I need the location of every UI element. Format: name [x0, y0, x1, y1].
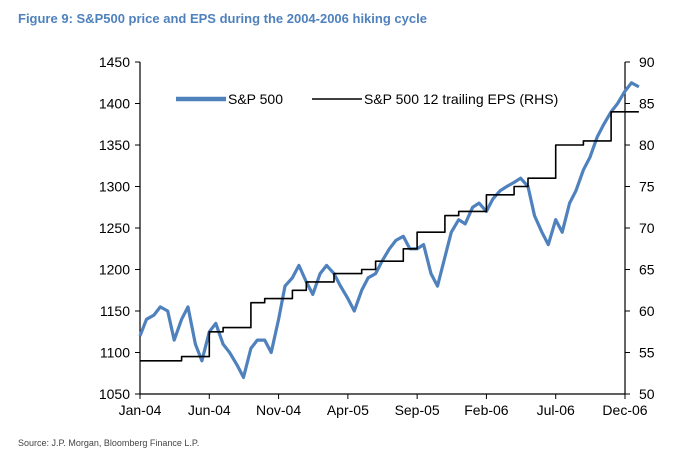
y-right-tick-label: 65: [639, 262, 655, 278]
y-right-tick-label: 60: [639, 303, 655, 319]
x-tick-label: Jan-04: [119, 402, 162, 418]
sp500-series-line: [138, 81, 640, 379]
y-left-tick-label: 1250: [99, 220, 130, 236]
y-left-tick-label: 1050: [99, 386, 130, 402]
y-right-tick-label: 50: [639, 386, 655, 402]
x-tick-label: Jun-04: [188, 402, 231, 418]
x-tick-label: Jul-06: [537, 402, 575, 418]
eps-series-line: [140, 111, 639, 362]
figure-title: Figure 9: S&P500 price and EPS during th…: [18, 11, 427, 26]
source-note: Source: J.P. Morgan, Bloomberg Finance L…: [18, 438, 200, 448]
y-right-tick-label: 85: [639, 96, 655, 112]
x-tick-label: Nov-04: [256, 402, 301, 418]
y-left-tick-label: 1450: [99, 54, 130, 70]
chart-axes: 1050 1100 1150 1200 1250 1300 1350 1400 1450 50 55…: [99, 54, 655, 418]
y-left-tick-label: 1300: [99, 179, 130, 195]
y-right-tick-label: 80: [639, 137, 655, 153]
x-tick-label: Feb-06: [464, 402, 509, 418]
y-left-tick-label: 1150: [100, 303, 130, 319]
x-tick-label: Sep-05: [395, 402, 440, 418]
y-left-tick-label: 1350: [99, 137, 130, 153]
x-tick-label: Dec-06: [602, 402, 647, 418]
y-left-tick-label: 1200: [99, 262, 130, 278]
legend-label-sp500: S&P 500: [228, 91, 283, 107]
y-left-tick-label: 1400: [99, 96, 130, 112]
series-layer: [138, 81, 640, 379]
y-right-tick-label: 90: [639, 54, 655, 70]
y-left-tick-label: 1100: [100, 345, 130, 361]
y-right-tick-label: 55: [639, 345, 655, 361]
y-right-tick-label: 75: [639, 179, 655, 195]
x-tick-label: Apr-05: [327, 402, 369, 418]
chart-legend: S&P 500 S&P 500 12 trailing EPS (RHS): [176, 91, 558, 107]
legend-label-eps: S&P 500 12 trailing EPS (RHS): [364, 91, 558, 107]
y-right-tick-label: 70: [639, 220, 655, 236]
